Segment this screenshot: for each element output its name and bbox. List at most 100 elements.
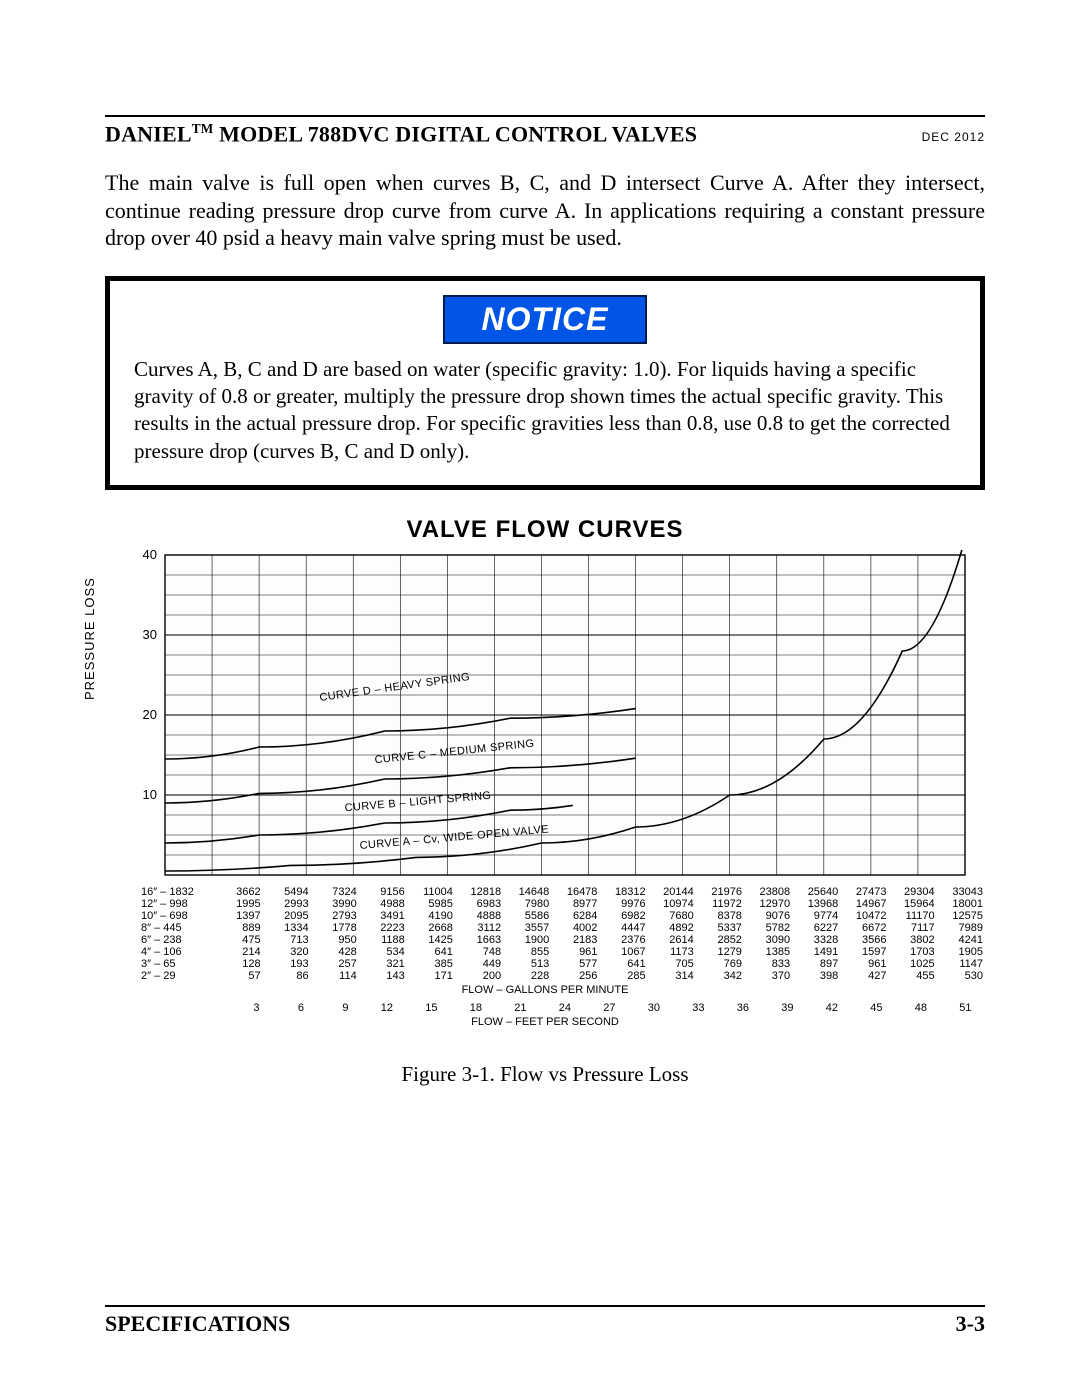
- flow-cell: 961: [840, 958, 888, 970]
- flow-cell: 1147: [937, 958, 985, 970]
- flow-table: 16″ – 1832366254947324915611004128181464…: [139, 886, 985, 982]
- fps-label: FLOW – FEET PER SECOND: [105, 1016, 985, 1028]
- flow-cell: 29304: [888, 886, 936, 898]
- fps-cell: 12: [349, 1002, 394, 1014]
- flow-cell: 12575: [937, 910, 985, 922]
- flow-cell: 143: [359, 970, 407, 982]
- flow-cell: 534: [359, 946, 407, 958]
- flow-cell: 9156: [359, 886, 407, 898]
- fps-cell: 42: [794, 1002, 839, 1014]
- fps-cell: 45: [838, 1002, 883, 1014]
- flow-cell: 1900: [503, 934, 551, 946]
- flow-cell: 705: [648, 958, 696, 970]
- flow-cell: 200: [455, 970, 503, 982]
- table-row: 3″ – 65128193257321385449513577641705769…: [139, 958, 985, 970]
- fps-cell: 39: [749, 1002, 794, 1014]
- flow-chart: 10203040CURVE D – HEAVY SPRINGCURVE C – …: [110, 550, 980, 880]
- svg-text:30: 30: [143, 627, 157, 642]
- flow-cell: 14967: [840, 898, 888, 910]
- table-row: 2″ – 29578611414317120022825628531434237…: [139, 970, 985, 982]
- flow-cell: 961: [551, 946, 599, 958]
- flow-cell: 9976: [599, 898, 647, 910]
- fps-cell: 3: [215, 1002, 260, 1014]
- flow-cell: 427: [840, 970, 888, 982]
- flow-cell: 3557: [503, 922, 551, 934]
- fps-cell: 9: [304, 1002, 349, 1014]
- flow-cell: 897: [792, 958, 840, 970]
- table-row: 4″ – 10621432042853464174885596110671173…: [139, 946, 985, 958]
- flow-cell: 5337: [696, 922, 744, 934]
- flow-cell: 5782: [744, 922, 792, 934]
- flow-cell: 228: [503, 970, 551, 982]
- flow-cell: 193: [263, 958, 311, 970]
- flow-cell: 1597: [840, 946, 888, 958]
- flow-cell: 513: [503, 958, 551, 970]
- figure-caption: Figure 3-1. Flow vs Pressure Loss: [105, 1062, 985, 1087]
- flow-cell: 5494: [263, 886, 311, 898]
- flow-cell: 8378: [696, 910, 744, 922]
- flow-cell: 4892: [648, 922, 696, 934]
- fps-row: 3691215182124273033363942454851: [215, 1002, 985, 1014]
- flow-cell: 12970: [744, 898, 792, 910]
- flow-cell: 114: [311, 970, 359, 982]
- flow-cell: 15964: [888, 898, 936, 910]
- flow-cell: 2095: [263, 910, 311, 922]
- flow-cell: 4447: [599, 922, 647, 934]
- flow-cell: 27473: [840, 886, 888, 898]
- fps-cell: 24: [527, 1002, 572, 1014]
- flow-cell: 14648: [503, 886, 551, 898]
- flow-cell: 641: [407, 946, 455, 958]
- fps-cell: 51: [927, 1002, 972, 1014]
- flow-cell: 4888: [455, 910, 503, 922]
- size-cell: 16″ – 1832: [139, 886, 215, 898]
- flow-cell: 769: [696, 958, 744, 970]
- svg-text:20: 20: [143, 707, 157, 722]
- footer-right: 3-3: [956, 1311, 985, 1337]
- flow-cell: 4002: [551, 922, 599, 934]
- flow-cell: 23808: [744, 886, 792, 898]
- flow-cell: 455: [888, 970, 936, 982]
- flow-cell: 385: [407, 958, 455, 970]
- size-cell: 6″ – 238: [139, 934, 215, 946]
- flow-cell: 2183: [551, 934, 599, 946]
- page-footer: SPECIFICATIONS 3-3: [105, 1305, 985, 1337]
- flow-cell: 171: [407, 970, 455, 982]
- fps-cell: 18: [438, 1002, 483, 1014]
- table-row: 12″ – 9981995299339904988598569837980897…: [139, 898, 985, 910]
- flow-cell: 3990: [311, 898, 359, 910]
- fps-cell: 48: [883, 1002, 928, 1014]
- flow-cell: 21976: [696, 886, 744, 898]
- flow-cell: 641: [599, 958, 647, 970]
- doc-title: DANIELTM MODEL 788DVC DIGITAL CONTROL VA…: [105, 121, 697, 147]
- flow-cell: 449: [455, 958, 503, 970]
- flow-cell: 7980: [503, 898, 551, 910]
- table-row: 10″ – 6981397209527933491419048885586628…: [139, 910, 985, 922]
- flow-cell: 1905: [937, 946, 985, 958]
- flow-cell: 128: [215, 958, 263, 970]
- flow-cell: 11972: [696, 898, 744, 910]
- flow-cell: 285: [599, 970, 647, 982]
- flow-cell: 1334: [263, 922, 311, 934]
- title-rest: MODEL 788DVC DIGITAL CONTROL VALVES: [213, 121, 697, 146]
- trademark: TM: [192, 121, 214, 136]
- fps-cell: 15: [393, 1002, 438, 1014]
- brand: DANIEL: [105, 121, 192, 146]
- flow-cell: 855: [503, 946, 551, 958]
- chart-container: PRESSURE LOSS 10203040CURVE D – HEAVY SP…: [110, 550, 980, 880]
- flow-cell: 530: [937, 970, 985, 982]
- flow-cell: 748: [455, 946, 503, 958]
- flow-cell: 398: [792, 970, 840, 982]
- flow-cell: 11170: [888, 910, 936, 922]
- flow-cell: 20144: [648, 886, 696, 898]
- flow-cell: 33043: [937, 886, 985, 898]
- flow-cell: 214: [215, 946, 263, 958]
- svg-text:10: 10: [143, 787, 157, 802]
- flow-cell: 1397: [215, 910, 263, 922]
- y-axis-label: PRESSURE LOSS: [82, 577, 97, 700]
- flow-cell: 833: [744, 958, 792, 970]
- flow-cell: 2852: [696, 934, 744, 946]
- header-rule: [105, 115, 985, 117]
- flow-cell: 2993: [263, 898, 311, 910]
- flow-cell: 950: [311, 934, 359, 946]
- notice-box: NOTICE Curves A, B, C and D are based on…: [105, 276, 985, 490]
